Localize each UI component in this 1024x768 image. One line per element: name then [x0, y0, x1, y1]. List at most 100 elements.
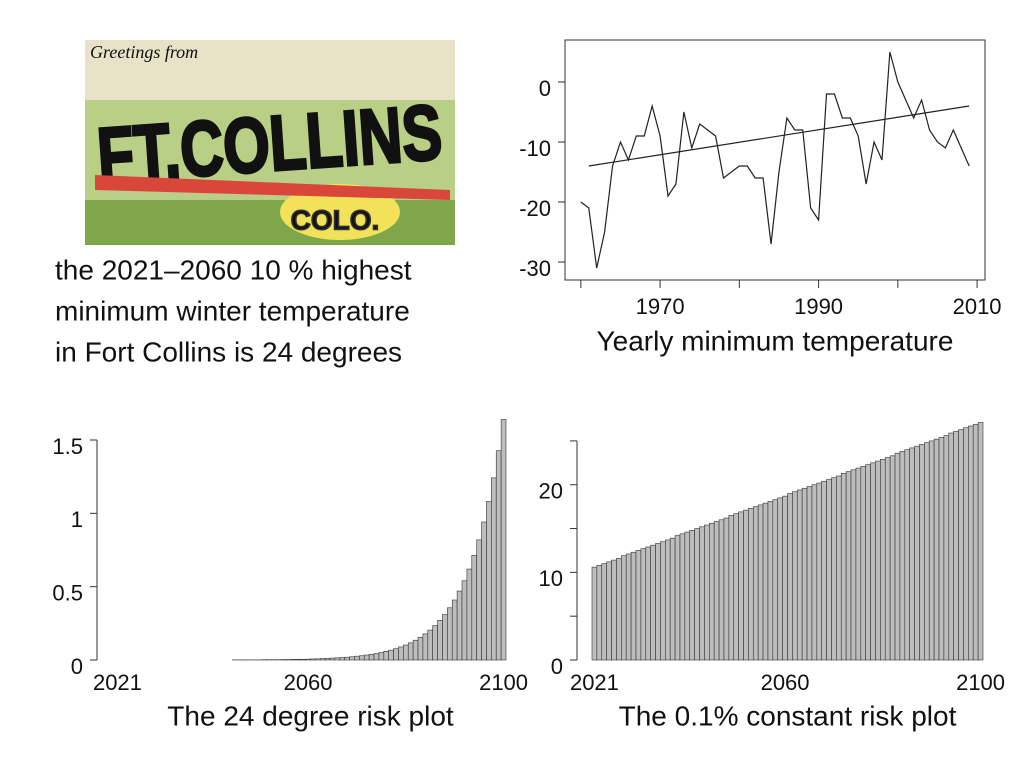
bar: [447, 607, 453, 661]
x-tick-label: 2021: [93, 670, 142, 695]
chart: 0 -10 -20 -30 1970 1990 2010 Yearly minimum tem…: [519, 39, 1002, 356]
bar: [884, 457, 891, 661]
bar: [787, 493, 793, 661]
caption-line: in Fort Collins is 24 degrees: [55, 336, 402, 367]
bar: [782, 495, 788, 661]
bar: [451, 599, 458, 661]
bar: [417, 636, 424, 661]
postcard-sky: [85, 40, 455, 100]
y-tick-label: 0: [551, 654, 563, 679]
bar: [334, 657, 341, 661]
bar: [938, 437, 945, 661]
bar: [914, 445, 920, 661]
bar: [899, 451, 906, 661]
y-tick-label: 0.5: [52, 580, 83, 605]
bar: [466, 568, 473, 661]
bar: [767, 501, 774, 661]
y-tick-label: 20: [539, 479, 563, 504]
bar: [889, 455, 896, 661]
bar: [826, 479, 832, 661]
bar: [875, 460, 881, 661]
y-tick-label: 0: [71, 654, 83, 679]
bar: [373, 653, 380, 661]
bar: [933, 438, 940, 661]
bar: [806, 486, 813, 661]
caption-line: the 2021–2060 10 % highest: [55, 254, 412, 285]
bar: [738, 511, 744, 661]
bar: [427, 629, 433, 661]
bar: [432, 625, 438, 661]
bar: [495, 450, 502, 661]
bar: [870, 462, 876, 661]
bar: [953, 430, 959, 661]
bar: [591, 566, 598, 661]
x-tick-label: 1970: [636, 294, 685, 319]
bar: [948, 432, 954, 661]
bar: [625, 553, 632, 661]
bar: [481, 521, 487, 661]
bar: [442, 614, 448, 661]
y-tick-label: 0: [539, 76, 551, 101]
bar: [422, 633, 429, 661]
bar: [792, 491, 798, 661]
bar: [850, 469, 857, 661]
bar: [412, 639, 419, 661]
bar: [339, 657, 346, 661]
bar: [383, 651, 389, 661]
bar: [324, 658, 331, 661]
bar: [606, 561, 612, 661]
bar: [679, 533, 686, 661]
y-tick-label: -30: [519, 256, 551, 281]
bar: [757, 504, 764, 661]
bar: [972, 423, 979, 661]
bar: [500, 419, 507, 661]
y-tick-label: 10: [539, 566, 563, 591]
bar: [491, 477, 497, 661]
bar: [300, 658, 306, 661]
y-tick-label: 1.5: [52, 434, 83, 459]
bar: [836, 475, 842, 661]
bar: [388, 649, 394, 661]
bar: [894, 452, 901, 661]
bar: [963, 427, 969, 661]
y-tick-label: -10: [519, 136, 551, 161]
bar: [733, 513, 739, 661]
postcard-sun: [280, 184, 400, 240]
bar: [310, 658, 316, 661]
axis-caption: The 0.1% constant risk plot: [619, 700, 957, 731]
bar: [699, 526, 705, 661]
bar: [359, 655, 365, 661]
x-tick-label: 2021: [570, 670, 619, 695]
bar: [748, 508, 754, 661]
bar: [860, 466, 866, 661]
axis-caption: The 24 degree risk plot: [167, 700, 454, 731]
bar: [840, 473, 847, 661]
bar: [471, 555, 477, 661]
bar: [811, 484, 818, 661]
bar: [456, 590, 463, 661]
bar: [305, 658, 311, 661]
bar: [461, 580, 468, 661]
bar: [865, 464, 871, 661]
bar: [674, 535, 681, 661]
bar: [694, 528, 700, 661]
bar: [650, 544, 656, 661]
bar: [393, 648, 399, 661]
bar: [398, 646, 404, 661]
bar: [363, 654, 370, 661]
bar: [831, 477, 837, 661]
x-tick-label: 2060: [284, 670, 333, 695]
chart: 0 10 20 2021 2060 2100 The 0.1% constant risk …: [539, 422, 1005, 731]
bar: [437, 620, 443, 661]
bar: [378, 652, 385, 661]
bar: [669, 537, 676, 661]
bar: [904, 449, 910, 661]
bar: [762, 502, 769, 661]
bar: [486, 501, 492, 661]
bar: [728, 515, 735, 661]
postcard-state: COLO.: [291, 204, 380, 235]
bar: [796, 489, 803, 661]
bar: [403, 644, 409, 661]
